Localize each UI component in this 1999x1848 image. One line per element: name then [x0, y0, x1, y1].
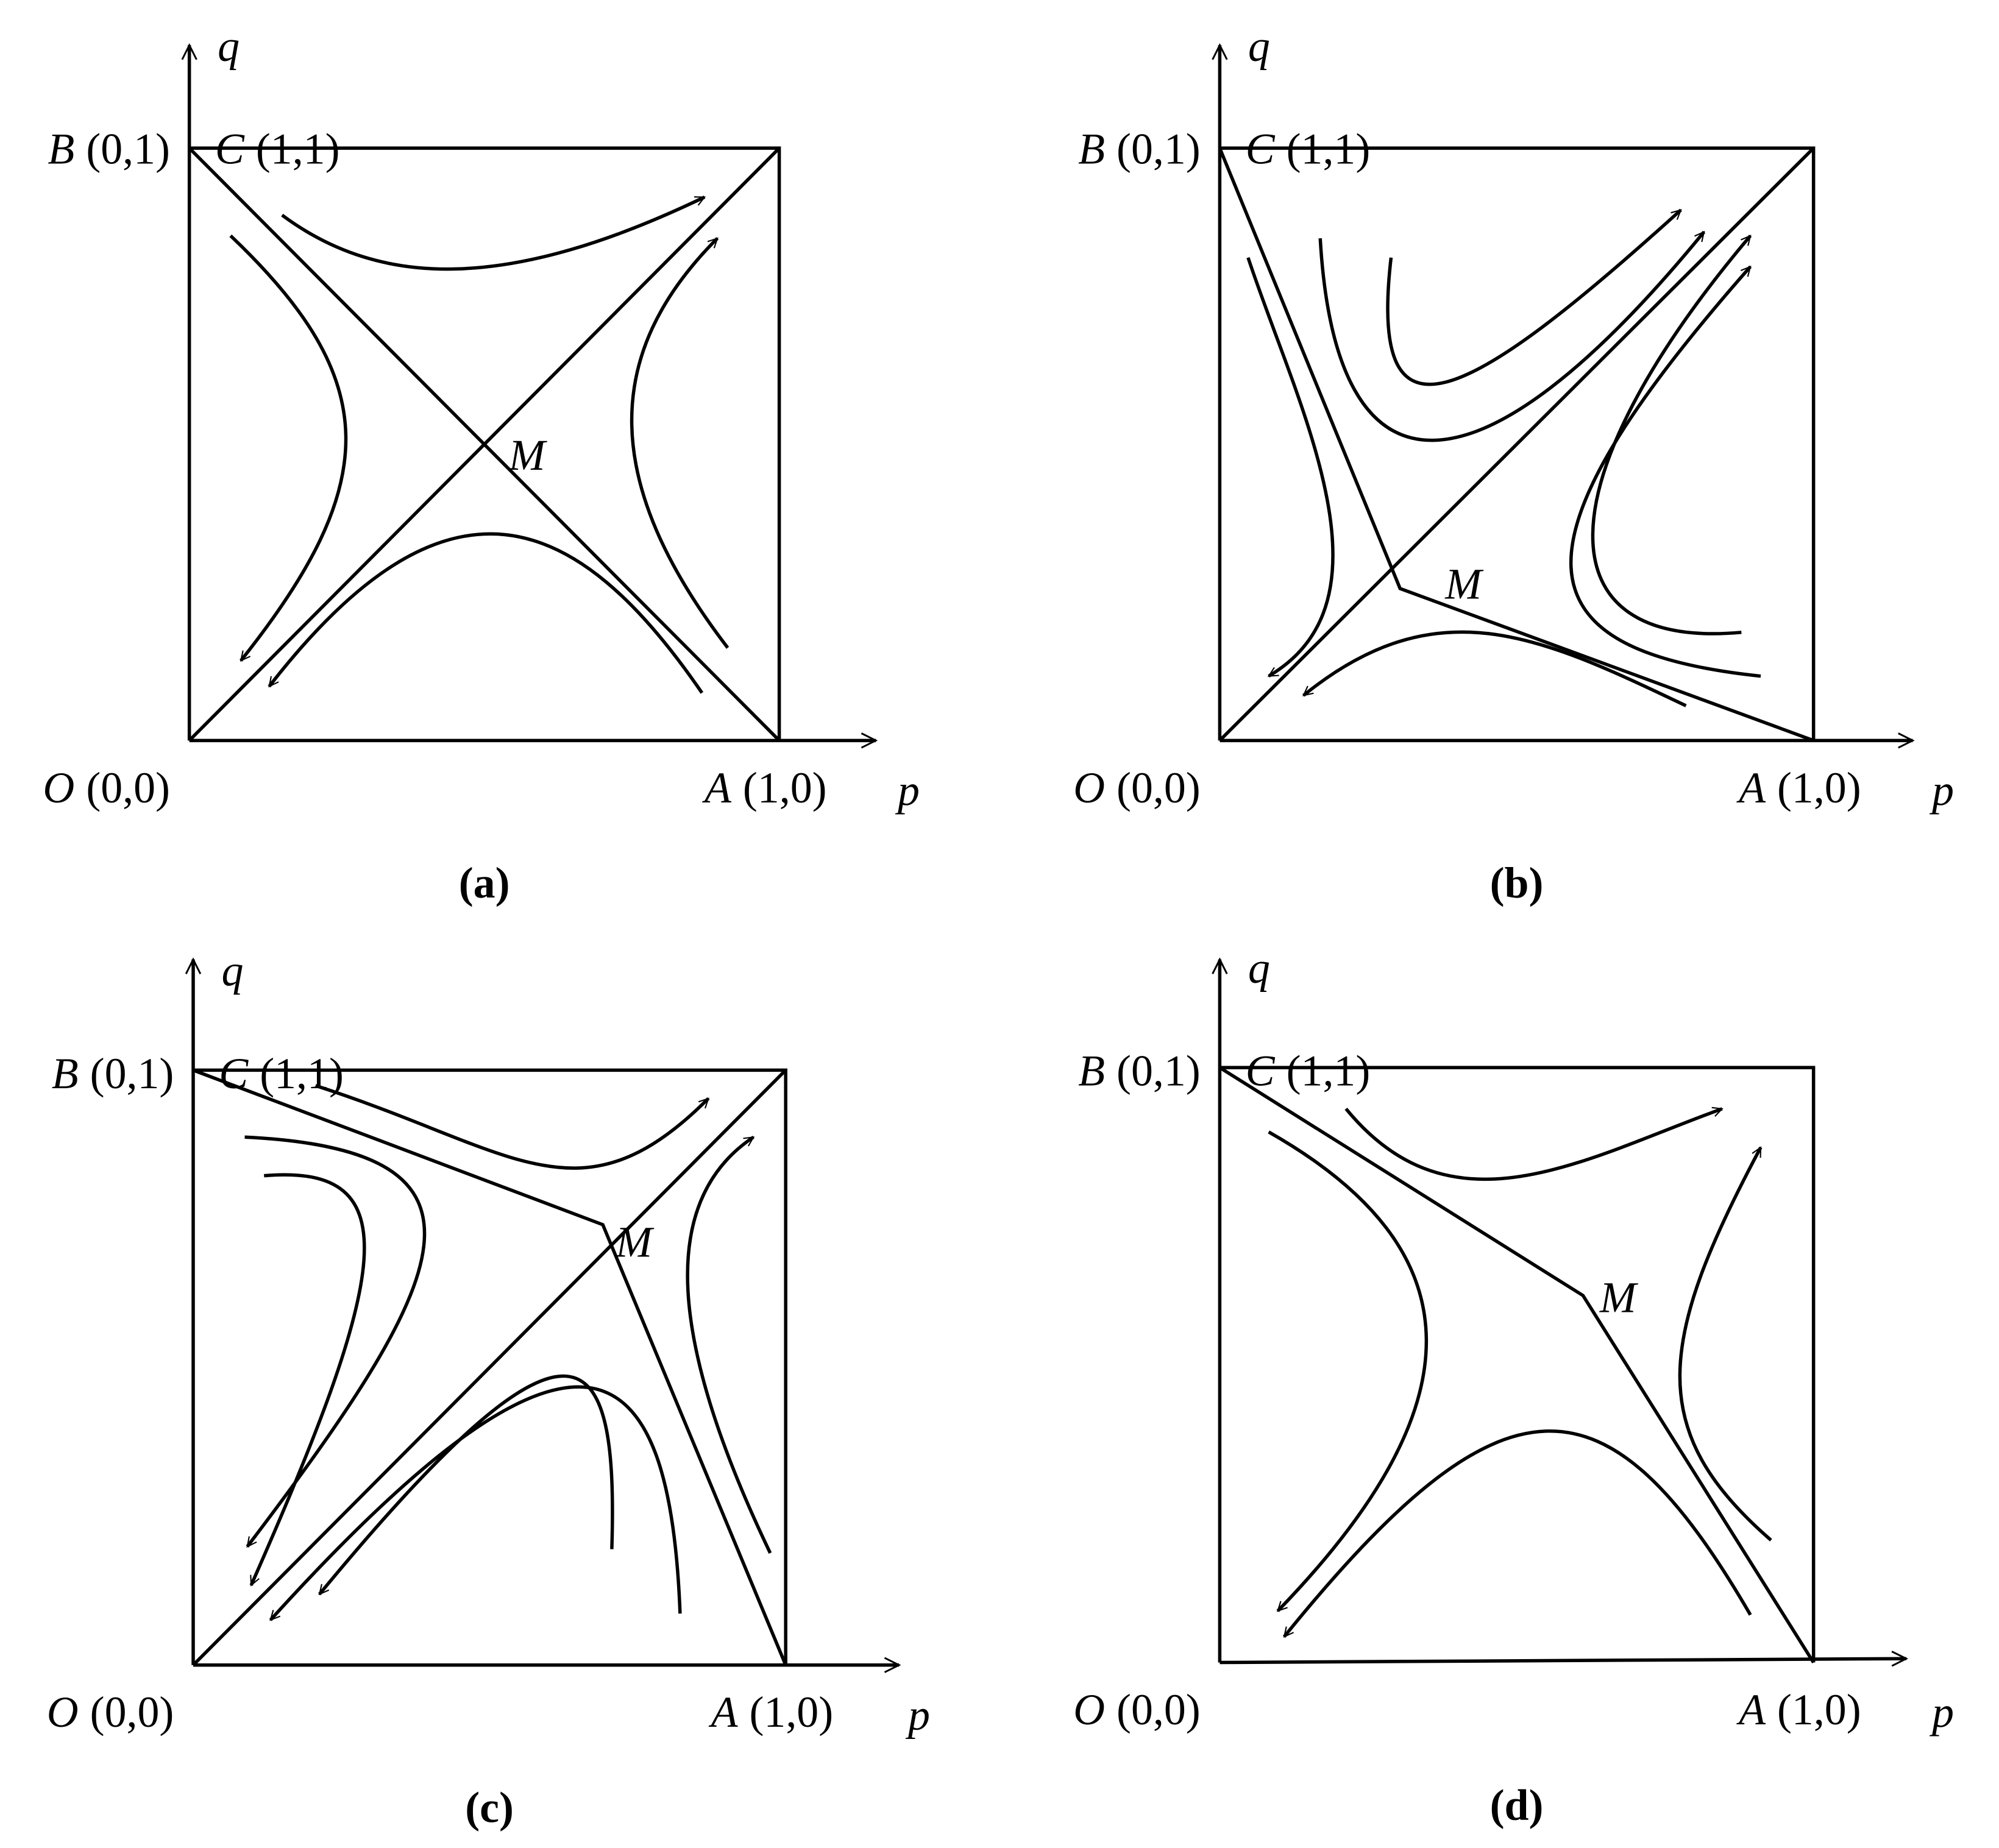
vertex-label: O (0,0) — [1073, 763, 1201, 812]
panel-a: q p M (a) B (0,1) C (1,1) O (0,0) A (1,0) — [43, 21, 920, 907]
vertex-coords: (1,1) — [1287, 125, 1371, 174]
vertex-name: A — [702, 763, 732, 812]
vertex-label: O (0,0) — [47, 1688, 174, 1736]
axis-label: q — [222, 946, 244, 995]
vertex-name: A — [1736, 763, 1766, 812]
caption: (c) — [465, 1783, 514, 1832]
axis-label: q — [1248, 944, 1270, 993]
trajectory — [1318, 232, 1706, 442]
vertex-name: O — [43, 763, 74, 812]
separatrix — [193, 1068, 787, 1666]
trajectory — [268, 532, 704, 694]
vertex-coords: (0,0) — [86, 763, 170, 812]
vertex-label: B (0,1) — [1078, 1047, 1201, 1096]
trajectory — [314, 1084, 710, 1170]
vertex-label: C (1,1) — [1246, 1047, 1371, 1096]
vertex-coords: (1,0) — [1777, 763, 1861, 812]
trajectory — [269, 1385, 682, 1621]
vertex-name: O — [1073, 763, 1105, 812]
vertex-name: B — [1078, 1047, 1105, 1096]
trajectory — [249, 1173, 366, 1585]
vertex-coords: (0,1) — [86, 125, 170, 174]
trajectory — [1268, 1130, 1429, 1612]
trajectory — [229, 234, 348, 660]
vertex-label: B (0,1) — [1078, 125, 1201, 174]
vertex-name: O — [1073, 1685, 1105, 1734]
trajectory — [1591, 236, 1752, 635]
trajectory — [1678, 1147, 1772, 1542]
vertex-label: A (1,0) — [1736, 1685, 1861, 1734]
vertex-coords: (0,1) — [1117, 125, 1201, 174]
vertex-coords: (0,1) — [90, 1049, 174, 1098]
vertex-coords: (0,0) — [90, 1688, 174, 1736]
point-label: M — [615, 1217, 655, 1266]
trajectory — [630, 237, 730, 649]
trajectory — [686, 1135, 772, 1554]
vertex-coords: (1,0) — [1777, 1685, 1861, 1734]
diagonal — [188, 147, 781, 742]
vertex-label: C (1,1) — [219, 1049, 344, 1098]
vertex-name: C — [219, 1049, 249, 1098]
axis-label: p — [1929, 1688, 1954, 1736]
vertex-label: A (1,0) — [709, 1688, 834, 1736]
square — [1220, 1066, 1816, 1663]
trajectory — [244, 1135, 427, 1546]
panel-b: q p M (b) B (0,1) C (1,1) O (0,0) A (1,0) — [1073, 21, 1954, 907]
axis-label: q — [1248, 21, 1270, 70]
vertex-label: C (1,1) — [1246, 125, 1371, 174]
vertex-name: B — [48, 125, 74, 174]
diagonal — [192, 1069, 787, 1666]
axis-label: p — [905, 1690, 930, 1739]
vertex-coords: (1,1) — [256, 125, 340, 174]
vertex-name: C — [1246, 125, 1276, 174]
axis-label: p — [895, 766, 920, 815]
point-label: M — [1599, 1273, 1639, 1322]
vertex-name: A — [709, 1688, 739, 1736]
vertex-name: B — [1078, 125, 1105, 174]
vertex-coords: (1,1) — [260, 1049, 344, 1098]
vertex-coords: (0,1) — [1117, 1047, 1201, 1096]
vertex-label: O (0,0) — [43, 763, 170, 812]
panel-c: q p M (c) B (0,1) C (1,1) O (0,0) A (1,0) — [47, 946, 930, 1832]
vertex-coords: (1,0) — [750, 1688, 834, 1736]
caption: (b) — [1490, 859, 1544, 907]
point-label: M — [1444, 559, 1484, 608]
caption: (d) — [1490, 1780, 1544, 1829]
vertex-label: O (0,0) — [1073, 1685, 1201, 1734]
vertex-coords: (0,0) — [1117, 1685, 1201, 1734]
vertex-coords: (1,1) — [1287, 1047, 1371, 1096]
trajectory — [281, 196, 705, 271]
trajectory — [1246, 257, 1335, 678]
point-label: M — [508, 431, 548, 480]
vertex-label: C (1,1) — [215, 125, 340, 174]
panel-d: q p M (d) B (0,1) C (1,1) O (0,0) A (1,0) — [1073, 944, 1954, 1830]
caption: (a) — [459, 859, 510, 907]
axis-label: p — [1929, 766, 1954, 815]
trajectory — [1304, 630, 1687, 707]
trajectory — [1282, 1429, 1752, 1637]
vertex-name: O — [47, 1688, 79, 1736]
vertex-coords: (0,0) — [1117, 763, 1201, 812]
vertex-label: B (0,1) — [52, 1049, 174, 1098]
vertex-label: B (0,1) — [48, 125, 170, 174]
diagonal — [1218, 147, 1815, 742]
trajectory — [318, 1374, 614, 1594]
vertex-name: C — [215, 125, 245, 174]
axis-label: q — [218, 21, 240, 70]
vertex-coords: (1,0) — [743, 763, 827, 812]
trajectory — [1386, 208, 1682, 386]
separatrix — [1218, 1066, 1815, 1663]
p-axis — [1220, 1659, 1906, 1662]
trajectory — [1344, 1109, 1722, 1181]
vertex-name: A — [1736, 1685, 1766, 1734]
vertex-label: A (1,0) — [1736, 763, 1861, 812]
vertex-name: C — [1246, 1047, 1276, 1096]
separatrix — [1218, 147, 1814, 742]
vertex-label: A (1,0) — [702, 763, 827, 812]
trajectory — [1569, 265, 1761, 678]
vertex-name: B — [52, 1049, 79, 1098]
